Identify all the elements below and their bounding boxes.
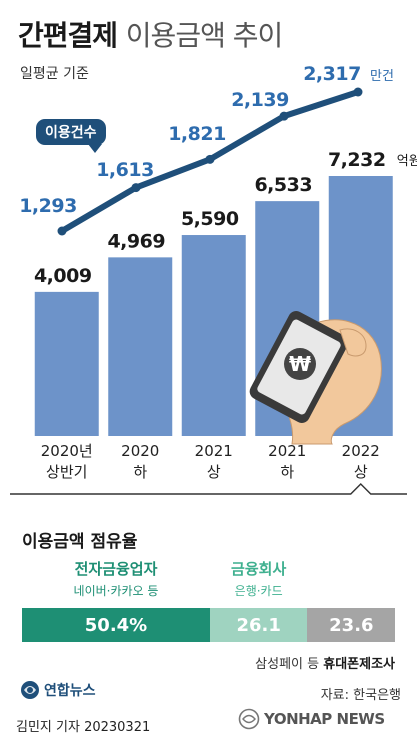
share-note-prefix: 삼성페이 등 [255,657,320,672]
bar-0 [34,291,99,436]
share-segment-0: 50.4% [22,608,210,642]
line-point-0 [57,226,67,236]
share-title: 이용금액 점유율 [22,532,138,552]
share-note: 삼성페이 등 휴대폰제조사 [255,653,395,672]
watermark-icon [238,708,260,730]
won-symbol-icon: ₩ [289,352,311,376]
bar-value-label: 4,969 [107,230,165,252]
won-coin-icon [284,348,316,380]
share-segment-label: 전자금융업자 [74,560,158,578]
line-value-label: 1,293 [19,195,77,217]
x-tick-label-line2: 상 [354,463,368,481]
line-value-label: 2,139 [231,89,289,111]
title-rest: 이용금액 추이 [125,19,283,52]
x-tick-label-line1: 2020년 [41,442,93,460]
line-value-label: 1,821 [168,123,226,145]
share-segment-value: 50.4% [84,614,148,636]
bar-value-label: 5,590 [181,208,239,230]
x-tick-label-line1: 2022 [342,442,380,460]
phone-payment-illustration: ₩ [249,311,382,445]
logo-icon [21,681,39,699]
share-segment-1: 26.1 [209,608,308,642]
line-series-callout: 이용건수 [36,119,106,153]
share-segment-sublabel: 은행·카드 [234,584,283,598]
line-unit-label: 만건 [370,69,394,84]
x-tick-label-line1: 2021 [268,442,306,460]
subtitle: 일평균 기준 [20,66,89,82]
line-value-label: 2,317 [303,63,361,85]
bar-1 [108,257,173,436]
share-segment-label: 금융회사 [231,560,287,578]
source-note: 자료: 한국은행 [320,688,401,703]
line-point-1 [131,183,141,193]
x-tick-label-line2: 상반기 [46,463,87,481]
page-title: 간편결제 이용금액 추이 [18,14,283,54]
share-segment-value: 23.6 [329,614,374,636]
logo: 연합뉴스 [20,680,96,700]
bar-value-label: 6,533 [254,174,312,196]
title-bold: 간편결제 [18,19,118,52]
share-segment-2: 23.6 [307,608,396,642]
share-segment-value: 26.1 [236,614,281,636]
watermark-text: YONHAP NEWS [264,710,385,728]
line-value-label: 1,613 [96,159,154,181]
x-tick-label-line1: 2020 [121,442,159,460]
logo-text: 연합뉴스 [44,683,96,699]
watermark: YONHAP NEWS [238,708,385,730]
share-note-bold: 휴대폰제조사 [323,657,395,672]
x-tick-label-line2: 상 [207,463,221,481]
thumb-shape [339,328,367,357]
x-tick-label-line2: 하 [133,463,147,481]
line-point-4 [353,87,363,97]
share-segment-sublabel: 네이버·카카오 등 [73,584,159,598]
credit: 김민지 기자 20230321 [16,720,151,735]
bar-value-label: 7,232 [328,149,386,171]
bar-2 [181,235,246,436]
line-point-3 [279,111,289,121]
bar-unit-label: 억원 [397,154,417,169]
axis-baseline [10,483,407,495]
x-tick-label-line1: 2021 [195,442,233,460]
x-tick-label-line2: 하 [280,463,294,481]
line-point-2 [205,154,215,164]
bar-value-label: 4,009 [34,265,92,287]
